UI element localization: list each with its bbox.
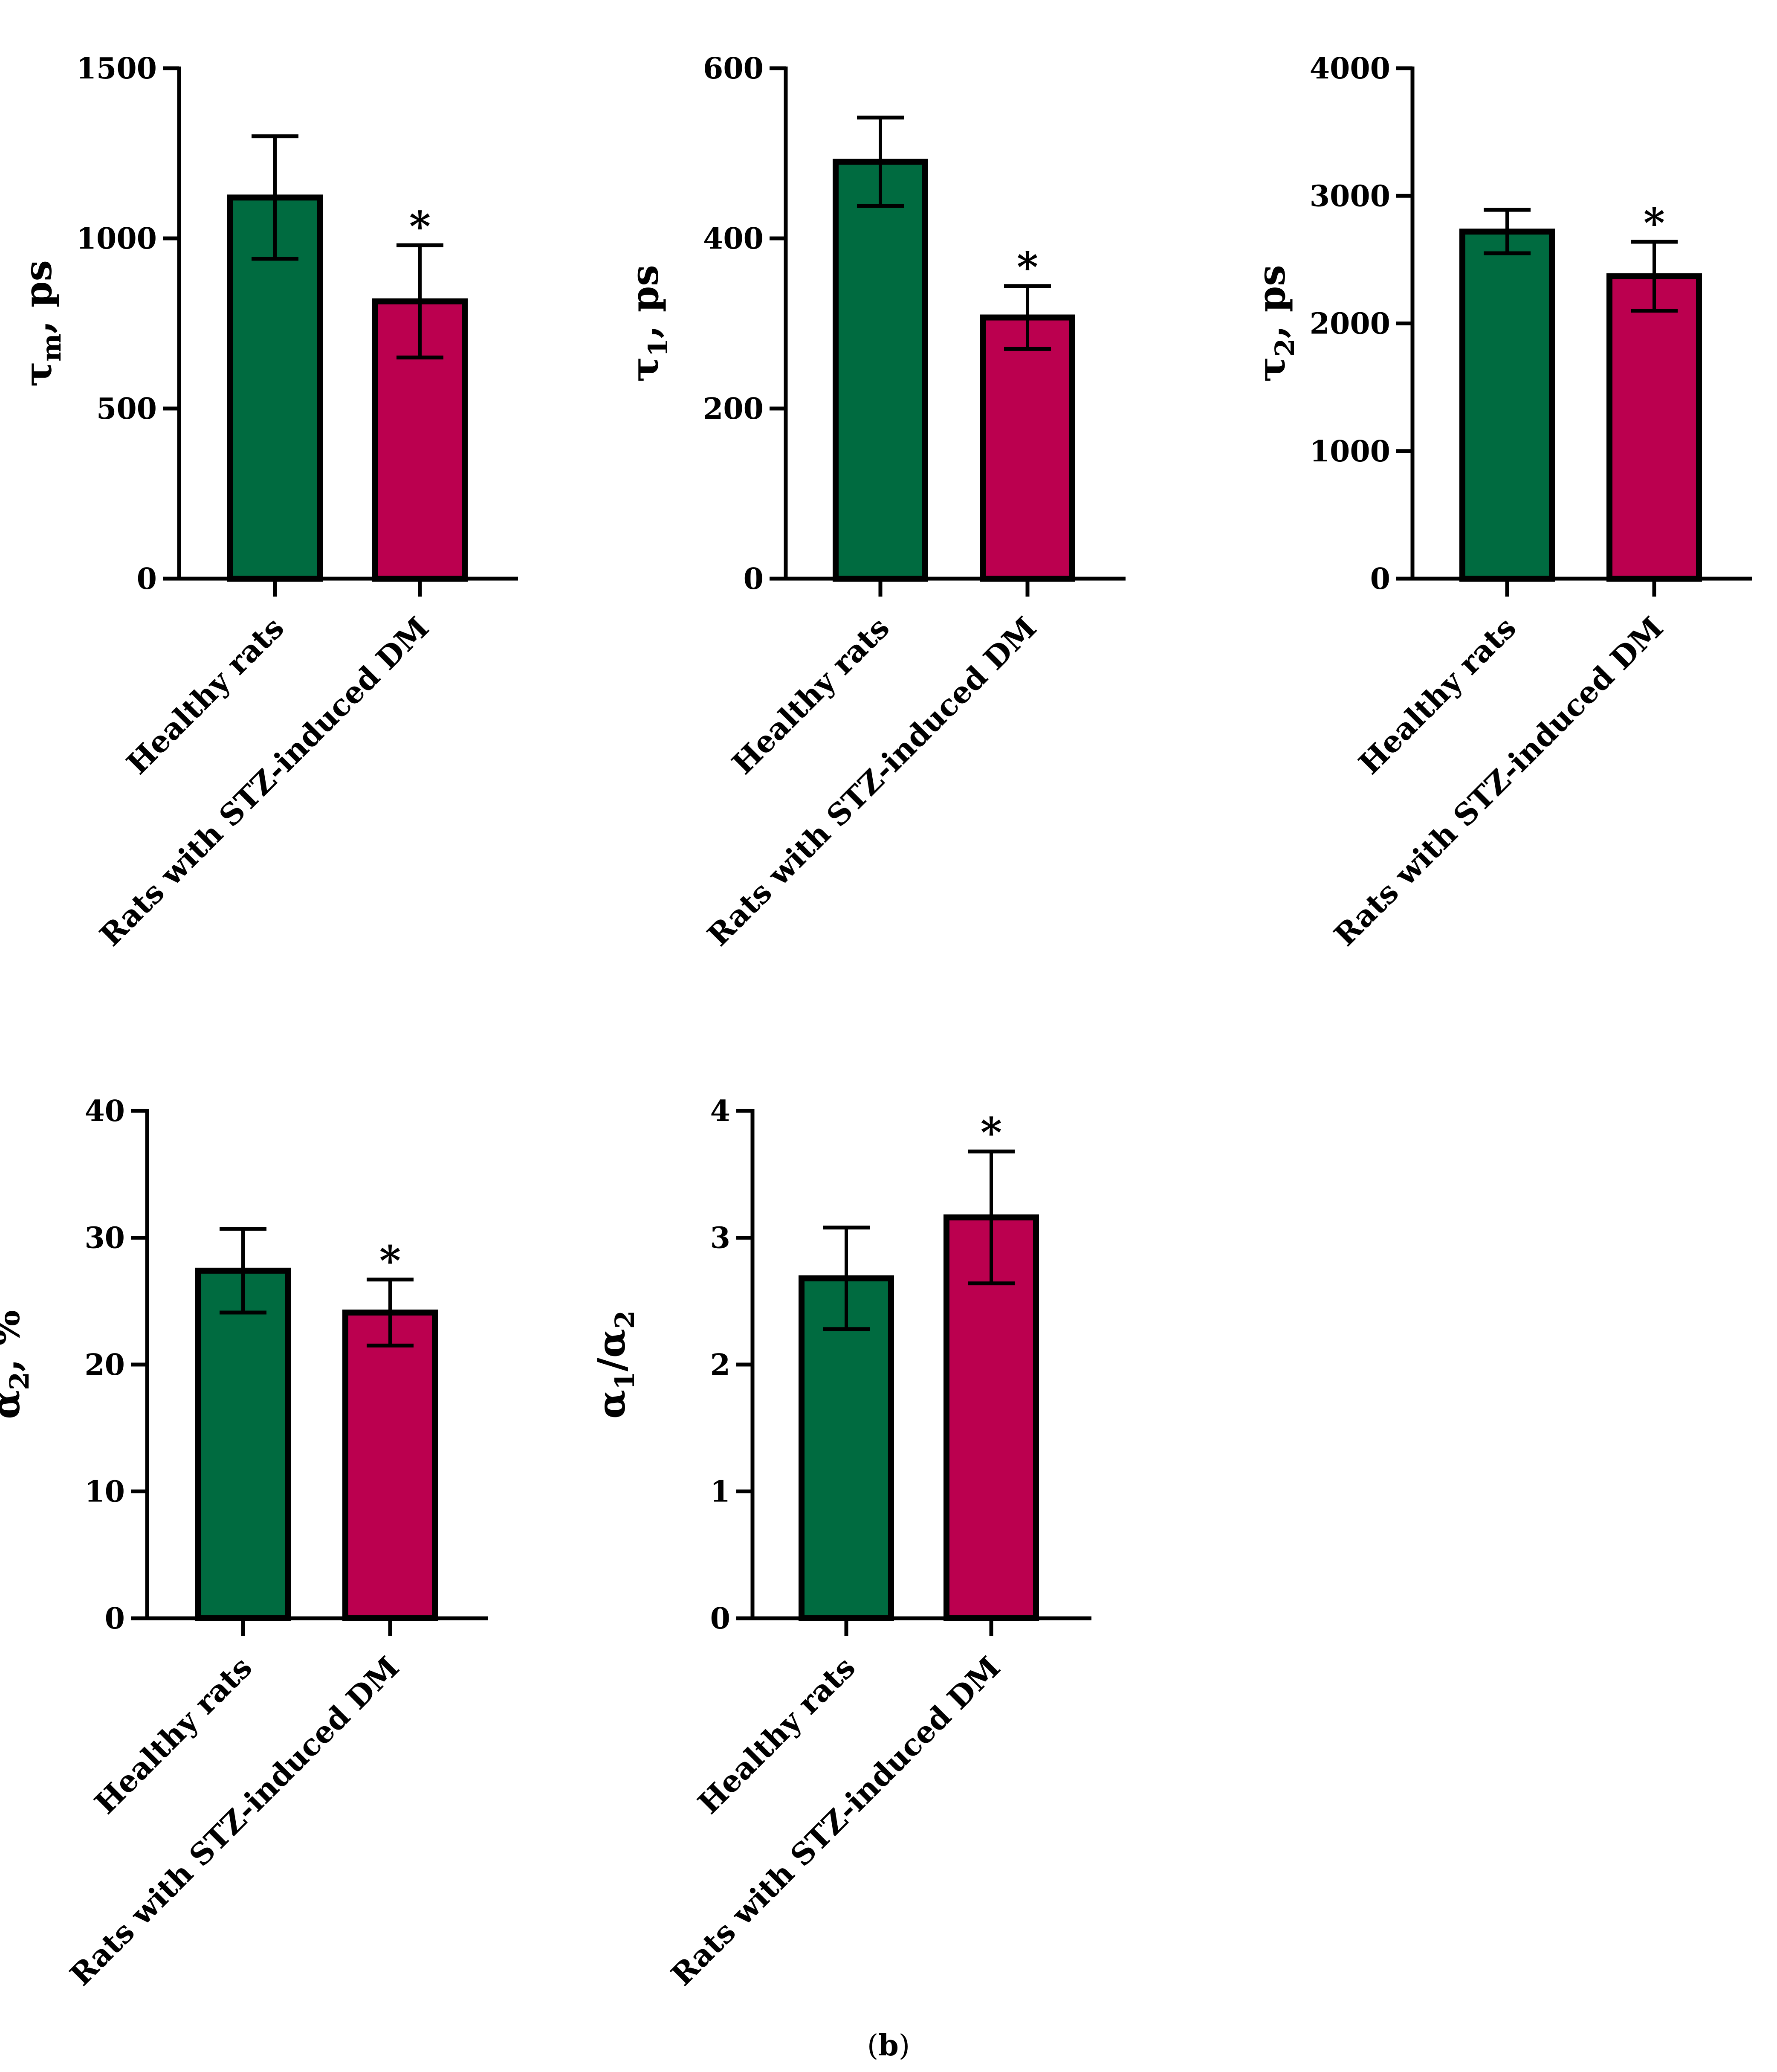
y-tick-label: 0 <box>137 562 157 596</box>
y-tick-label: 0 <box>105 1602 125 1636</box>
y-tick-label: 0 <box>744 562 764 596</box>
y-axis-label: α1/α2 <box>589 1310 640 1419</box>
y-axis-label: α2, % <box>0 1310 35 1419</box>
y-axis-label: τm, ps <box>16 260 67 387</box>
y-tick-label: 1500 <box>76 52 157 86</box>
y-tick-label: 4000 <box>1310 52 1390 86</box>
y-tick-label: 0 <box>710 1602 730 1636</box>
y-tick-label: 3 <box>710 1221 730 1255</box>
x-category-label: Rats with STZ-induced DM <box>700 610 1043 953</box>
y-tick-label: 1000 <box>1310 435 1390 469</box>
y-tick-label: 1 <box>710 1475 730 1509</box>
bar-diabetic <box>342 1310 438 1621</box>
bar-healthy <box>195 1267 291 1622</box>
y-axis-label: τ1, ps <box>622 265 674 382</box>
x-category-label: Healthy rats <box>1352 610 1523 781</box>
y-tick-label: 600 <box>703 52 764 86</box>
bar-diabetic <box>1606 273 1702 582</box>
significance-marker: * <box>1644 199 1665 247</box>
y-tick-label: 3000 <box>1310 179 1390 213</box>
y-tick-label: 30 <box>84 1221 125 1255</box>
y-tick-label: 0 <box>1370 562 1390 596</box>
y-tick-label: 2000 <box>1310 307 1390 341</box>
y-tick-label: 200 <box>703 392 764 426</box>
y-tick-label: 40 <box>84 1094 125 1128</box>
x-category-label: Rats with STZ-induced DM <box>1327 610 1670 953</box>
y-tick-label: 20 <box>84 1348 125 1382</box>
y-tick-label: 500 <box>96 392 157 426</box>
bar-diabetic <box>980 314 1075 582</box>
y-tick-label: 400 <box>703 222 764 256</box>
significance-marker: * <box>981 1109 1002 1157</box>
y-tick-label: 1000 <box>76 222 157 256</box>
y-axis-label: τ2, ps <box>1249 265 1300 382</box>
significance-marker: * <box>1017 243 1038 292</box>
x-category-label: Healthy rats <box>725 610 896 781</box>
y-tick-label: 2 <box>710 1348 730 1382</box>
significance-marker: * <box>379 1237 401 1285</box>
x-category-label: Rats with STZ-induced DM <box>63 1649 406 1992</box>
x-category-label: Healthy rats <box>87 1649 259 1821</box>
y-tick-label: 4 <box>710 1094 730 1128</box>
y-tick-label: 10 <box>84 1475 125 1509</box>
panel-label: (b) <box>867 2029 910 2063</box>
bar-healthy <box>1459 229 1555 582</box>
bar-healthy <box>833 159 928 582</box>
significance-marker: * <box>409 203 431 251</box>
